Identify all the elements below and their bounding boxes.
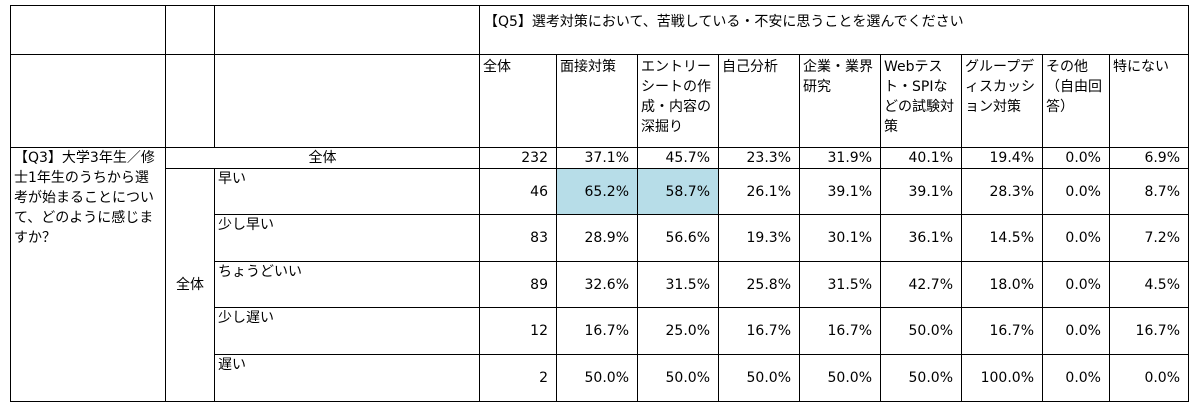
- table-row: 少し遅い 12 16.7% 25.0% 16.7% 16.7% 50.0% 16…: [11, 307, 1190, 355]
- column-header: その他（自由回答）: [1042, 54, 1110, 148]
- table-cell: 16.7%: [961, 307, 1043, 355]
- table-cell: 100.0%: [961, 354, 1043, 402]
- column-header: エントリーシートの作成・内容の深掘り: [637, 54, 719, 148]
- table-cell: 18.0%: [961, 261, 1043, 308]
- table-cell: 0.0%: [1042, 168, 1110, 215]
- table-cell: 23.3%: [718, 147, 800, 169]
- column-header: 全体: [479, 54, 557, 148]
- table-cell: 50.0%: [880, 354, 962, 402]
- table-cell: 12: [479, 307, 557, 355]
- table-row: 遅い 2 50.0% 50.0% 50.0% 50.0% 50.0% 100.0…: [11, 354, 1190, 402]
- table-cell: 0.0%: [1042, 261, 1110, 308]
- row-label: 遅い: [214, 354, 480, 402]
- table-cell: 7.2%: [1108, 214, 1190, 262]
- table-row: ちょうどいい 89 32.6% 31.5% 25.8% 31.5% 42.7% …: [11, 261, 1190, 308]
- corner-cell-2: [165, 5, 215, 55]
- table-row: 全体 早い 46 65.2% 58.7% 26.1% 39.1% 39.1% 2…: [11, 168, 1190, 402]
- table-cell: 31.5%: [799, 261, 881, 308]
- table-cell: 50.0%: [799, 354, 881, 402]
- table-cell: 39.1%: [880, 168, 962, 215]
- table-cell: 25.8%: [718, 261, 800, 308]
- table-cell: 50.0%: [718, 354, 800, 402]
- table-cell: 28.3%: [961, 168, 1043, 215]
- table-cell: 28.9%: [556, 214, 638, 262]
- table-cell: 6.9%: [1108, 147, 1190, 169]
- table-cell: 0.0%: [1042, 147, 1110, 169]
- table-cell: 39.1%: [799, 168, 881, 215]
- column-header: 企業・業界研究: [799, 54, 881, 148]
- table-cell: 0.0%: [1042, 214, 1110, 262]
- table-cell: 0.0%: [1042, 354, 1110, 402]
- table-cell: 37.1%: [556, 147, 638, 169]
- table-cell: 0.0%: [1108, 354, 1190, 402]
- table-cell: 4.5%: [1108, 261, 1190, 308]
- q3-question-label: 【Q3】大学3年生／修士1年生のうちから選考が始まることについて、どのように感じ…: [10, 147, 166, 402]
- column-header: 特にない: [1108, 54, 1190, 148]
- highlighted-cell: 58.7%: [637, 168, 719, 215]
- table-cell: 56.6%: [637, 214, 719, 262]
- total-row-label: 全体: [165, 147, 480, 169]
- table-cell: 26.1%: [718, 168, 800, 215]
- table-cell: 50.0%: [880, 307, 962, 355]
- row-label: 少し早い: [214, 214, 480, 262]
- crosstab-table: 【Q5】選考対策において、苦戦している・不安に思うことを選んでください 全体 面…: [10, 5, 1190, 402]
- table-cell: 19.4%: [961, 147, 1043, 169]
- q5-question-title: 【Q5】選考対策において、苦戦している・不安に思うことを選んでください: [478, 5, 1190, 55]
- table-cell: 40.1%: [880, 147, 962, 169]
- table-cell: 46: [479, 168, 557, 215]
- table-cell: 89: [479, 261, 557, 308]
- table-cell: 32.6%: [556, 261, 638, 308]
- table-cell: 16.7%: [799, 307, 881, 355]
- table-cell: 25.0%: [637, 307, 719, 355]
- column-header: Webテスト・SPIなどの試験対策: [880, 54, 962, 148]
- table-cell: 19.3%: [718, 214, 800, 262]
- table-cell: 8.7%: [1108, 168, 1190, 215]
- table-cell: 31.9%: [799, 147, 881, 169]
- column-header: 自己分析: [718, 54, 800, 148]
- table-cell: 42.7%: [880, 261, 962, 308]
- table-cell: 30.1%: [799, 214, 881, 262]
- group-label: 全体: [165, 168, 215, 402]
- corner-cell-1: [10, 5, 166, 55]
- table-cell: 50.0%: [556, 354, 638, 402]
- table-cell: 2: [479, 354, 557, 402]
- table-cell: 36.1%: [880, 214, 962, 262]
- table-cell: 232: [479, 147, 557, 169]
- row-label: ちょうどいい: [214, 261, 480, 308]
- header-blank-3: [214, 54, 480, 148]
- table-cell: 31.5%: [637, 261, 719, 308]
- column-header: 面接対策: [556, 54, 638, 148]
- highlighted-cell: 65.2%: [556, 168, 638, 215]
- table-cell: 16.7%: [556, 307, 638, 355]
- table-cell: 83: [479, 214, 557, 262]
- table-cell: 14.5%: [961, 214, 1043, 262]
- column-header: グループディスカッション対策: [961, 54, 1043, 148]
- row-label: 少し遅い: [214, 307, 480, 355]
- table-cell: 16.7%: [1108, 307, 1190, 355]
- table-row: 少し早い 83 28.9% 56.6% 19.3% 30.1% 36.1% 14…: [11, 214, 1190, 262]
- corner-cell-3: [214, 5, 480, 55]
- table-cell: 0.0%: [1042, 307, 1110, 355]
- table-cell: 45.7%: [637, 147, 719, 169]
- table-cell: 50.0%: [637, 354, 719, 402]
- header-blank-2: [165, 54, 215, 148]
- row-label: 早い: [214, 168, 480, 215]
- header-blank-1: [10, 54, 166, 148]
- table-cell: 16.7%: [718, 307, 800, 355]
